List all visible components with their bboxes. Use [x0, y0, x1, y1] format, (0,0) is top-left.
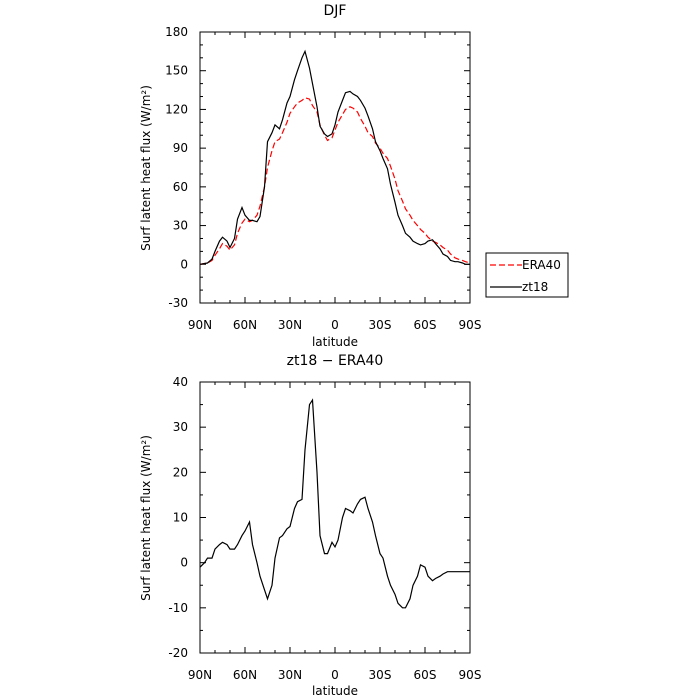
top-series-line-zt18 — [199, 49, 470, 265]
x-tick-label: 60N — [233, 668, 257, 682]
top-y-axis-label: Surf latent heat flux (W/m²) — [139, 85, 153, 251]
x-tick-label: 90N — [188, 668, 212, 682]
top-series — [199, 49, 471, 265]
y-tick-label: 0 — [180, 556, 188, 570]
x-tick-label: 90S — [459, 668, 482, 682]
bottom-series — [199, 398, 470, 609]
y-tick-label: 60 — [173, 180, 188, 194]
bottom-series-line-difference — [199, 398, 470, 609]
y-tick-label: -10 — [168, 601, 188, 615]
y-tick-label: 0 — [180, 257, 188, 271]
y-tick-label: 30 — [173, 420, 188, 434]
legend-box — [485, 252, 569, 298]
x-tick-label: 30S — [369, 668, 392, 682]
bottom-y-axis-label: Surf latent heat flux (W/m²) — [139, 435, 153, 601]
y-tick-label: -30 — [168, 296, 188, 310]
x-tick-label: 60S — [414, 668, 437, 682]
y-tick-label: 10 — [173, 511, 188, 525]
top-x-axis-label: latitude — [312, 335, 358, 349]
legend-label-zt18: zt18 — [522, 280, 548, 294]
bottom-axis-ticks: 90N 60N 30N 0 30S 60S 90S -20 -10 0 10 20 30 40 — [168, 375, 481, 682]
y-tick-label: 120 — [165, 102, 188, 116]
x-tick-label: 30N — [278, 668, 302, 682]
y-tick-label: 150 — [165, 64, 188, 78]
x-tick-label: 30N — [278, 318, 302, 332]
top-panel: DJF 90N 60N 30N 0 30S 60S 90S -30 0 30 60 90 120 150 1… — [139, 3, 569, 349]
x-tick-label: 60N — [233, 318, 257, 332]
y-tick-label: -20 — [168, 646, 188, 660]
x-tick-label: 30S — [369, 318, 392, 332]
x-tick-label: 0 — [331, 318, 339, 332]
legend-label-era40: ERA40 — [522, 258, 561, 272]
x-tick-label: 90N — [188, 318, 212, 332]
top-series-line-era40 — [199, 97, 471, 265]
y-tick-label: 30 — [173, 219, 188, 233]
bottom-chart-title: zt18 − ERA40 — [287, 353, 384, 369]
bottom-panel: zt18 − ERA40 90N 60N 30N 0 30S 60S 90S -20 -10 0 1… — [139, 353, 481, 698]
y-tick-label: 180 — [165, 25, 188, 39]
bottom-plot-frame — [199, 381, 471, 654]
y-tick-label: 40 — [173, 375, 188, 389]
bottom-x-axis-label: latitude — [312, 684, 358, 698]
x-tick-label: 0 — [331, 668, 339, 682]
y-tick-label: 20 — [173, 465, 188, 479]
x-tick-label: 60S — [414, 318, 437, 332]
y-tick-label: 90 — [173, 141, 188, 155]
x-tick-label: 90S — [459, 318, 482, 332]
top-axis-ticks: 90N 60N 30N 0 30S 60S 90S -30 0 30 60 90 120 150 180 — [165, 25, 481, 332]
top-chart-title: DJF — [324, 3, 347, 19]
top-plot-frame — [199, 31, 471, 304]
legend: ERA40 zt18 — [485, 252, 569, 298]
